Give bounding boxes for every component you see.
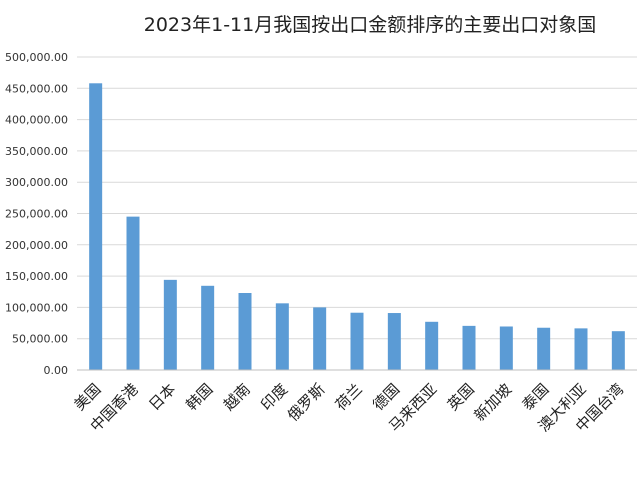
bar xyxy=(574,328,588,370)
bar xyxy=(387,313,401,370)
y-tick-label: 0.00 xyxy=(44,364,69,377)
bar xyxy=(89,83,103,371)
y-tick-label: 500,000.00 xyxy=(5,51,68,64)
bar xyxy=(611,331,625,370)
bars xyxy=(89,83,625,371)
y-tick-label: 50,000.00 xyxy=(12,333,68,346)
gridlines xyxy=(77,56,637,340)
bar xyxy=(126,216,140,370)
chart-title: 2023年1-11月我国按出口金额排序的主要出口对象国 xyxy=(144,14,596,36)
x-tick-label: 日本 xyxy=(145,380,179,414)
y-tick-label: 250,000.00 xyxy=(5,208,68,221)
bar xyxy=(238,293,252,370)
bar xyxy=(275,303,289,370)
y-tick-label: 300,000.00 xyxy=(5,176,68,189)
y-tick-label: 450,000.00 xyxy=(5,82,68,95)
bar xyxy=(201,285,215,370)
x-tick-label: 新加坡 xyxy=(471,380,516,425)
bar xyxy=(425,321,439,370)
x-tick-label: 越南 xyxy=(220,380,254,414)
bar xyxy=(163,279,177,370)
y-tick-label: 400,000.00 xyxy=(5,114,68,127)
x-tick-label: 荷兰 xyxy=(332,380,366,414)
y-tick-label: 200,000.00 xyxy=(5,239,68,252)
bar xyxy=(350,312,364,370)
y-axis-ticks: 0.00 50,000.00 100,000.00 150,000.00 200,000… xyxy=(5,51,68,377)
y-tick-label: 100,000.00 xyxy=(5,301,68,314)
bar xyxy=(499,326,513,370)
y-tick-label: 150,000.00 xyxy=(5,270,68,283)
x-tick-label: 韩国 xyxy=(183,380,217,414)
bar xyxy=(313,307,327,370)
bar xyxy=(462,325,476,370)
bar xyxy=(537,327,551,370)
y-tick-label: 350,000.00 xyxy=(5,145,68,158)
x-tick-label: 俄罗斯 xyxy=(284,380,329,425)
